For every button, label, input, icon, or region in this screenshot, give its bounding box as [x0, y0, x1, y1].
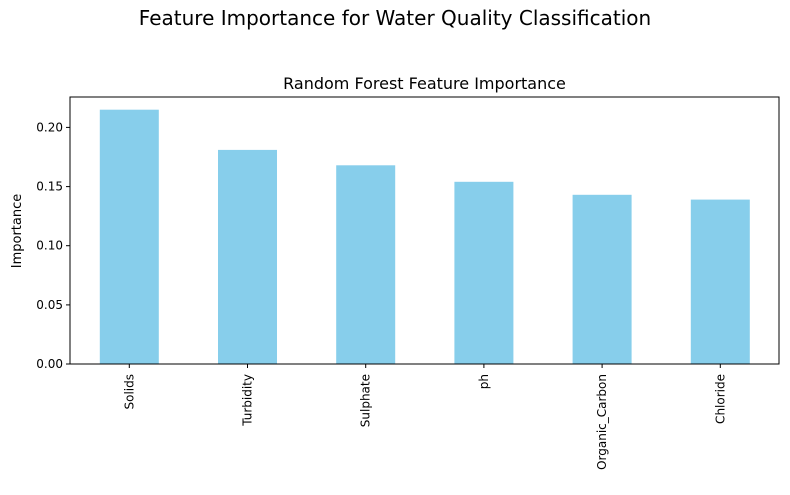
- bar-sulphate: [336, 165, 396, 364]
- bar-turbidity: [218, 149, 277, 364]
- x-tick-label: Sulphate: [359, 374, 373, 427]
- x-tick-label: Turbidity: [241, 374, 255, 427]
- y-axis-label: Importance: [10, 194, 25, 269]
- x-tick-label: Organic_Carbon: [595, 374, 609, 470]
- y-tick-label: 0.10: [36, 239, 63, 253]
- bar-solids: [99, 109, 159, 364]
- y-tick-label: 0.20: [36, 120, 63, 134]
- x-tick-label: Solids: [122, 374, 136, 410]
- x-tick-label: ph: [477, 374, 491, 389]
- x-axis-ticks: Solids Turbidity Sulphate ph Organic_Carbon C…: [122, 364, 727, 470]
- chart-title: Random Forest Feature Importance: [283, 74, 566, 93]
- plot-area-frame: [69, 96, 780, 365]
- y-tick-label: 0.05: [36, 298, 63, 312]
- x-tick-label: Chloride: [713, 374, 727, 424]
- y-tick-label: 0.00: [36, 357, 63, 371]
- bar-organic-carbon: [572, 194, 632, 364]
- y-axis-ticks: 0.00 0.05 0.10 0.15 0.20: [36, 120, 70, 371]
- y-tick-label: 0.15: [36, 180, 63, 194]
- figure-suptitle: Feature Importance for Water Quality Cla…: [139, 6, 651, 30]
- bar-ph: [454, 181, 514, 364]
- bars: [99, 109, 750, 364]
- bar-chloride: [690, 199, 750, 364]
